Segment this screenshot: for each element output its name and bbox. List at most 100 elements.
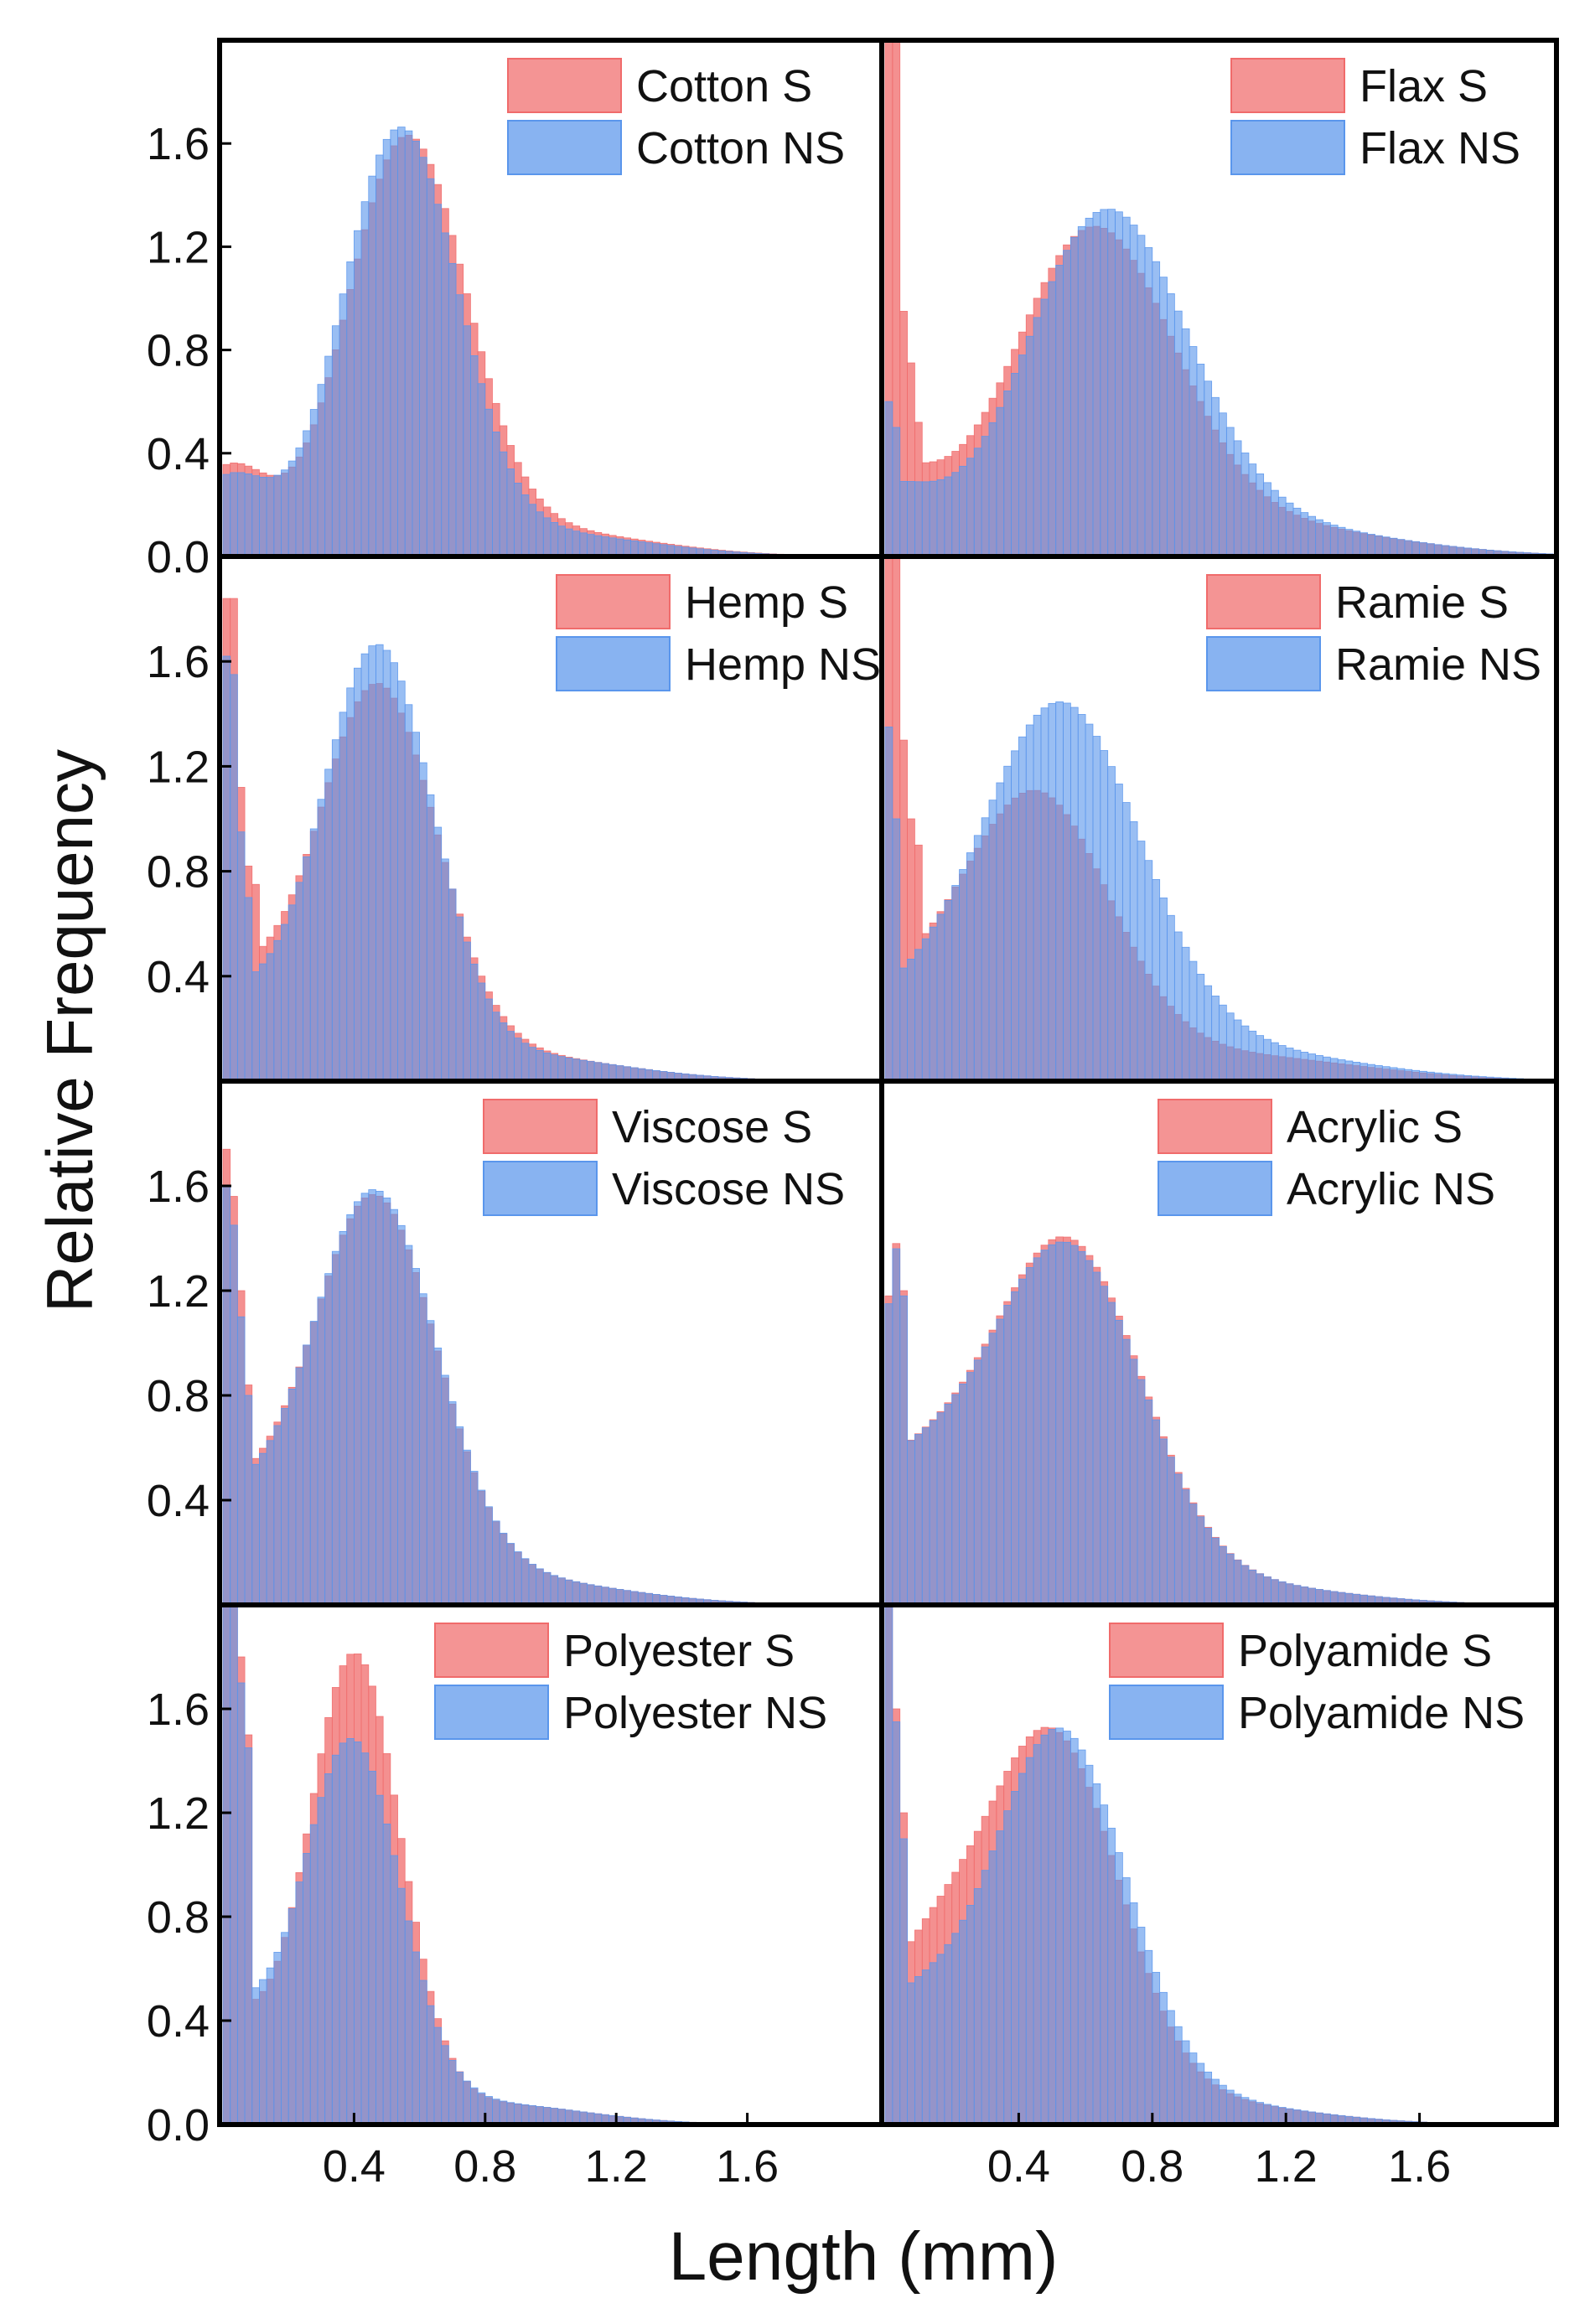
histogram-bar [325, 356, 333, 556]
histogram-bar [1049, 1730, 1056, 2125]
histogram-bar [1204, 381, 1212, 556]
histogram-bar [303, 1853, 311, 2125]
histogram-bar [1278, 1581, 1286, 1605]
histogram-bar [478, 1490, 485, 1605]
histogram-bar [230, 1225, 238, 1605]
histogram-bar [1249, 1031, 1256, 1081]
y-tick-label: 0.4 [147, 952, 210, 1002]
histogram-bar [1108, 767, 1116, 1081]
histogram-bar [252, 971, 260, 1081]
histogram-bar [908, 1441, 915, 1605]
legend-label: Acrylic NS [1287, 1164, 1495, 1214]
histogram-bar [558, 1057, 566, 1081]
histogram-bar [1152, 1972, 1160, 2125]
histogram-bar [1271, 2106, 1278, 2125]
histogram-bar [602, 1064, 609, 1081]
y-axis-label: Relative Frequency [33, 749, 106, 1312]
legend-label: Polyester NS [563, 1688, 827, 1738]
histogram-bar [427, 795, 434, 1081]
histogram-bar [885, 1605, 893, 2125]
histogram-bar [1226, 2090, 1234, 2125]
histogram-bar [930, 1963, 937, 2125]
histogram-bar [1101, 210, 1108, 556]
histogram-bar [448, 263, 456, 556]
series-ns [885, 701, 1553, 1081]
histogram-bar [952, 886, 960, 1082]
series-ns [223, 1186, 791, 1605]
histogram-bar [369, 1190, 376, 1606]
histogram-bar [1189, 2053, 1197, 2125]
legend-label: Viscose NS [612, 1164, 845, 1214]
legend-label: Acrylic S [1287, 1102, 1463, 1152]
histogram-bar [507, 2103, 515, 2125]
histogram-bar [960, 1384, 967, 1605]
histogram-bar [1041, 1250, 1049, 1605]
histogram-bar [354, 668, 361, 1081]
histogram-bar [515, 483, 522, 556]
histogram-bar [347, 1214, 355, 1605]
histogram-bar [974, 1888, 981, 2125]
histogram-bar [1249, 464, 1256, 556]
histogram-bar [1271, 490, 1278, 556]
histogram-bar [515, 1038, 522, 1081]
histogram-bar [521, 1043, 529, 1081]
histogram-bar [1004, 391, 1012, 556]
histogram-bar [1168, 1457, 1175, 1605]
histogram-bar [1130, 1359, 1137, 1605]
histogram-bar [587, 1585, 594, 1605]
histogram-bar [602, 1587, 609, 1605]
histogram-bar [960, 870, 967, 1082]
legend-swatch [1158, 1100, 1271, 1153]
histogram-bar [900, 968, 908, 1081]
histogram-bar [981, 1871, 989, 2125]
legend-label: Flax S [1360, 61, 1488, 111]
histogram-bar [1174, 311, 1182, 556]
histogram-bar [1308, 516, 1316, 556]
histogram-bar [997, 1831, 1004, 2125]
histogram-bar [1353, 531, 1360, 556]
histogram-bar [412, 732, 420, 1081]
histogram-bar [420, 1980, 427, 2125]
histogram-bar [1204, 986, 1212, 1081]
histogram-bar [1041, 299, 1049, 556]
histogram-bar [310, 829, 318, 1081]
histogram-bar [594, 1586, 602, 1605]
legend-swatch [1110, 1623, 1223, 1677]
histogram-bar [448, 889, 456, 1081]
histogram-bar [391, 1209, 398, 1605]
x-axis-label: Length (mm) [669, 2218, 1059, 2295]
histogram-bar [981, 1347, 989, 1605]
legend-swatch [1231, 121, 1344, 174]
histogram-bar [303, 431, 311, 556]
histogram-bar [1012, 751, 1019, 1081]
histogram-bar [442, 1375, 449, 1605]
histogram-bar [230, 473, 238, 556]
histogram-bar [945, 900, 952, 1081]
histogram-bar [1301, 513, 1308, 556]
histogram-bar [252, 1988, 260, 2125]
histogram-bar [223, 1605, 230, 2125]
histogram-bar [1160, 1992, 1168, 2125]
histogram-bar [922, 1428, 930, 1605]
histogram-bar [492, 1012, 500, 1081]
histogram-bar [1101, 751, 1108, 1082]
histogram-bar [1197, 2063, 1204, 2125]
histogram-bar [529, 505, 536, 556]
histogram-bar [966, 1373, 974, 1605]
histogram-bar [1145, 1950, 1152, 2125]
y-tick-label: 1.6 [147, 119, 210, 169]
histogram-bar [1108, 1302, 1116, 1605]
histogram-bar [1049, 703, 1056, 1081]
y-tick-label: 0.4 [147, 429, 210, 479]
histogram-bar [930, 1421, 937, 1605]
legend-label: Ramie S [1335, 577, 1509, 628]
histogram-bar [1189, 1504, 1197, 1605]
histogram-bar [391, 130, 398, 556]
histogram-bar [310, 1322, 318, 1606]
histogram-bar [914, 1976, 922, 2125]
histogram-bar [325, 1773, 333, 2125]
histogram-bar [1122, 217, 1130, 556]
histogram-bar [952, 473, 960, 556]
histogram-bar [259, 1980, 267, 2125]
histogram-bar [267, 1441, 274, 1605]
